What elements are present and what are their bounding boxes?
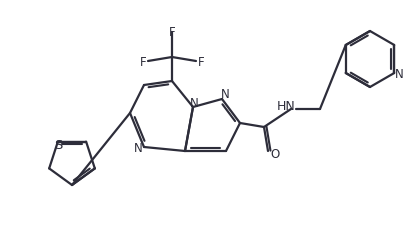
Text: N: N [134,141,142,154]
Text: N: N [220,88,229,101]
Text: F: F [169,25,175,38]
Text: S: S [54,138,62,152]
Text: N: N [189,97,198,110]
Text: O: O [270,147,280,160]
Text: HN: HN [277,100,295,113]
Text: F: F [198,55,204,68]
Text: N: N [395,67,404,80]
Text: F: F [140,55,146,68]
